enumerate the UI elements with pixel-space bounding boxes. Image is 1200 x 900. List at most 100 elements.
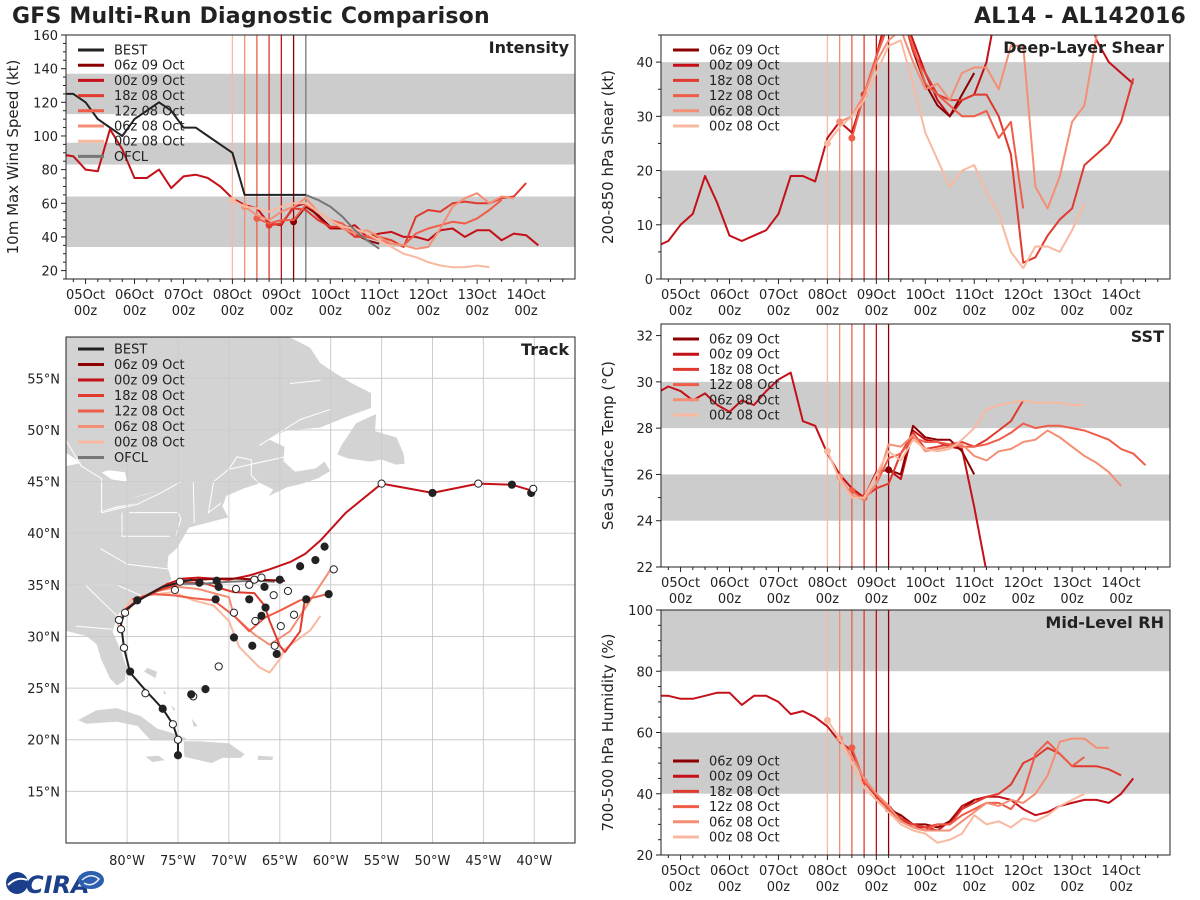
x-tick-label: 13Oct: [458, 288, 497, 303]
plot-area: [661, 324, 1170, 567]
series-start-point: [848, 744, 856, 752]
x-tick-label: 10Oct: [906, 288, 945, 303]
state-border: [192, 481, 195, 523]
legend-label-00z-09-oct: 00z 09 Oct: [709, 59, 780, 74]
x-tick-label: 12Oct: [409, 288, 448, 303]
x-tick-label: 00z: [816, 304, 840, 319]
track-position-marker: [248, 641, 257, 650]
plot-area: [66, 35, 575, 279]
y-tick-label: 26: [636, 468, 653, 483]
track-position-marker: [126, 667, 135, 676]
x-tick-label: 07Oct: [759, 288, 798, 303]
lat-label: 25°N: [27, 682, 60, 697]
y-tick-label: 120: [33, 96, 58, 111]
state-border: [121, 512, 170, 537]
x-tick-label: 08Oct: [808, 576, 847, 591]
series-line-06z-08-oct: [838, 737, 1109, 832]
series-start-point: [885, 4, 892, 11]
x-tick-label: 09Oct: [262, 288, 301, 303]
cira-logo-text: CIRA: [26, 871, 90, 899]
track-position-marker: [311, 555, 320, 565]
series-line-00z-08-oct: [826, 39, 1086, 270]
y-tick-label: 60: [636, 727, 653, 742]
land-mass: [256, 754, 275, 761]
legend-label-00z-08-oct: 00z 08 Oct: [114, 135, 185, 150]
x-tick-label: 00z: [1011, 304, 1035, 319]
plot-area: [661, 4, 1170, 279]
land-mass: [336, 412, 406, 466]
axes-frame: [660, 34, 1171, 280]
track-position-marker: [231, 584, 241, 594]
intensity-band: [661, 474, 1170, 521]
plot-area: [661, 610, 1170, 855]
legend-label-00z-09-oct: 00z 09 Oct: [709, 348, 780, 363]
x-tick-label: 00z: [914, 880, 938, 895]
legend-label-12z-08-oct: 12z 08 Oct: [709, 378, 780, 393]
track-position-marker: [245, 580, 254, 589]
track-position-marker: [173, 735, 183, 744]
x-tick-label: 00z: [865, 592, 889, 607]
lat-label: 55°N: [27, 372, 60, 387]
legend-label-00z-08-oct: 00z 08 Oct: [709, 831, 780, 846]
track-position-marker: [507, 480, 516, 489]
lon-label: 45°W: [465, 854, 501, 869]
storm-id: AL14 - AL142016: [974, 4, 1186, 29]
x-tick-label: 00z: [963, 304, 987, 319]
x-tick-label: 14Oct: [1102, 864, 1141, 879]
cira-storm-swirl-icon: [81, 875, 101, 886]
lat-label: 50°N: [27, 424, 60, 439]
series-line-best: [66, 92, 306, 196]
track-position-marker: [474, 479, 483, 488]
intensity-band: [66, 142, 575, 165]
track-position-marker: [170, 585, 180, 595]
track-position-marker: [283, 586, 293, 596]
track-position-marker: [276, 622, 285, 631]
y-tick-label: 160: [33, 29, 58, 44]
series-line-06z-08-oct: [838, 429, 1122, 501]
panel-title: Intensity: [489, 38, 570, 57]
lat-label: 30°N: [27, 630, 60, 645]
x-tick-label: 08Oct: [213, 288, 252, 303]
y-tick-label: 40: [41, 231, 58, 246]
panel-intensity: 2040608010012014016005Oct00z06Oct00z07Oc…: [4, 29, 576, 319]
panel-shear: 01020304005Oct00z06Oct00z07Oct00z08Oct00…: [599, 4, 1171, 319]
panel-title: Mid-Level RH: [1045, 613, 1164, 632]
x-tick-label: 07Oct: [759, 576, 798, 591]
x-tick-label: 00z: [865, 880, 889, 895]
x-tick-label: 06Oct: [710, 864, 749, 879]
intensity-band: [661, 170, 1170, 225]
track-position-marker: [175, 577, 185, 586]
legend-label-18z-08-oct: 18z 08 Oct: [709, 363, 780, 378]
legend-label-18z-08-oct: 18z 08 Oct: [114, 89, 185, 104]
track-position-marker: [195, 578, 204, 587]
series-start-point: [228, 196, 236, 204]
legend-label-06z-08-oct: 06z 08 Oct: [709, 393, 780, 408]
track-position-marker: [187, 690, 196, 699]
track-position-marker: [275, 575, 284, 584]
y-tick-label: 40: [636, 56, 653, 71]
legend-label-00z-08-oct: 00z 08 Oct: [709, 120, 780, 135]
track-position-marker: [168, 720, 177, 729]
x-tick-label: 00z: [767, 880, 791, 895]
panel-title: SST: [1131, 327, 1164, 346]
x-tick-label: 08Oct: [808, 864, 847, 879]
legend-label-18z-08-oct: 18z 08 Oct: [709, 785, 780, 800]
series-start-point: [823, 447, 831, 455]
track-position-marker: [158, 704, 167, 713]
x-tick-label: 00z: [270, 304, 294, 319]
legend-label-12z-08-oct: 12z 08 Oct: [709, 89, 780, 104]
y-tick-label: 30: [636, 376, 653, 391]
x-tick-label: 00z: [718, 592, 742, 607]
x-tick-label: 13Oct: [1053, 576, 1092, 591]
track-position-marker: [211, 595, 220, 604]
series-line-ofcl: [305, 193, 380, 250]
track-position-marker: [229, 608, 239, 617]
track-position-marker: [120, 608, 130, 617]
x-tick-label: 00z: [718, 304, 742, 319]
x-tick-label: 10Oct: [906, 576, 945, 591]
panel-title: Deep-Layer Shear: [1003, 38, 1164, 57]
x-tick-label: 05Oct: [661, 576, 700, 591]
track-position-marker: [116, 625, 126, 634]
series-line-06z-09-oct: [888, 799, 975, 829]
series-line-00z-08-oct: [826, 399, 1085, 499]
